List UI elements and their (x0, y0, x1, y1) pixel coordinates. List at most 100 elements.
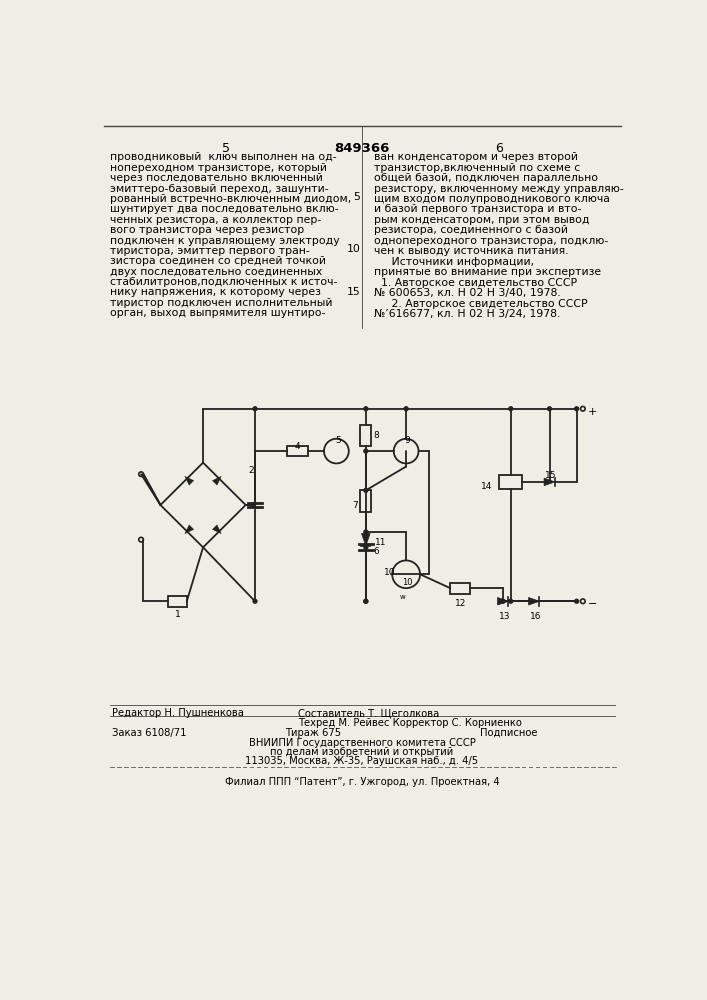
Circle shape (392, 560, 420, 588)
Polygon shape (212, 525, 221, 534)
Circle shape (509, 407, 513, 411)
Text: 1. Авторское свидетельство СССР: 1. Авторское свидетельство СССР (373, 278, 577, 288)
Text: 15: 15 (545, 471, 557, 480)
Text: 13: 13 (499, 612, 510, 621)
Text: w: w (400, 594, 406, 600)
Text: нику напряжения, к которому через: нику напряжения, к которому через (110, 287, 321, 297)
Text: эмиттеро-базовый переход, зашунти-: эмиттеро-базовый переход, зашунти- (110, 184, 329, 194)
Text: чен к выводу источника питания.: чен к выводу источника питания. (373, 246, 568, 256)
Text: Составитель Т. Щеголкова: Составитель Т. Щеголкова (298, 708, 439, 718)
Circle shape (364, 407, 368, 411)
Text: 5: 5 (335, 436, 341, 445)
Text: 12: 12 (455, 599, 466, 608)
Circle shape (501, 599, 505, 603)
Bar (287, 446, 308, 456)
Text: рым конденсатором, при этом вывод: рым конденсатором, при этом вывод (373, 215, 589, 225)
Text: Источники информации,: Источники информации, (373, 257, 534, 267)
Text: +: + (588, 407, 597, 417)
Text: 1: 1 (175, 610, 180, 619)
Circle shape (364, 599, 368, 603)
Text: Техред М. Рейвес Корректор С. Корниенко: Техред М. Рейвес Корректор С. Корниенко (298, 718, 522, 728)
Text: ван конденсатором и через второй: ван конденсатором и через второй (373, 152, 578, 162)
Polygon shape (544, 478, 555, 486)
Text: −: − (588, 599, 597, 609)
Text: 849366: 849366 (334, 142, 390, 155)
Text: принятые во внимание при экспертизе: принятые во внимание при экспертизе (373, 267, 601, 277)
Text: 2: 2 (249, 466, 255, 475)
Text: 4: 4 (295, 442, 300, 451)
Text: 5: 5 (221, 142, 230, 155)
Text: двух последовательно соединенных: двух последовательно соединенных (110, 267, 322, 277)
Polygon shape (185, 525, 194, 534)
Text: щим входом полупроводникового ключа: щим входом полупроводникового ключа (373, 194, 609, 204)
Text: тиристора, эмиттер первого тран-: тиристора, эмиттер первого тран- (110, 246, 310, 256)
Text: 6: 6 (373, 547, 380, 556)
Text: Подписное: Подписное (480, 728, 538, 738)
Text: 7: 7 (352, 501, 358, 510)
Text: подключен к управляющему электроду: подключен к управляющему электроду (110, 235, 339, 245)
Polygon shape (212, 476, 221, 485)
Circle shape (364, 449, 368, 453)
Circle shape (364, 545, 368, 549)
Bar (499, 475, 522, 489)
Text: рованный встречно-включенным диодом,: рованный встречно-включенным диодом, (110, 194, 351, 204)
Circle shape (253, 407, 257, 411)
Text: 10: 10 (385, 568, 396, 577)
Text: 15: 15 (346, 287, 361, 297)
Text: Тираж 675: Тираж 675 (285, 728, 341, 738)
Text: 10: 10 (346, 244, 361, 254)
Text: 113035, Москва, Ж-35, Раушская наб., д. 4/5: 113035, Москва, Ж-35, Раушская наб., д. … (245, 756, 479, 766)
Text: нопереходном транзисторе, который: нопереходном транзисторе, который (110, 163, 327, 173)
Text: однопереходного транзистора, подклю-: однопереходного транзистора, подклю- (373, 235, 608, 245)
Bar (361, 490, 371, 512)
Text: Филиал ППП “Патент”, г. Ужгород, ул. Проектная, 4: Филиал ППП “Патент”, г. Ужгород, ул. Про… (225, 777, 499, 787)
Circle shape (394, 439, 419, 463)
Text: орган, выход выпрямителя шунтиро-: орган, выход выпрямителя шунтиро- (110, 308, 325, 318)
Circle shape (252, 503, 255, 507)
Bar (450, 583, 470, 594)
Text: 8: 8 (373, 431, 380, 440)
Circle shape (547, 407, 551, 411)
Circle shape (575, 599, 578, 603)
Text: 10: 10 (402, 578, 413, 587)
Text: 16: 16 (530, 612, 542, 621)
Text: 5: 5 (354, 192, 361, 202)
Text: вого транзистора через резистор: вого транзистора через резистор (110, 225, 304, 235)
Text: по делам изобретений и открытий: по делам изобретений и открытий (270, 747, 454, 757)
Polygon shape (185, 476, 194, 485)
Text: тиристор подключен исполнительный: тиристор подключен исполнительный (110, 298, 332, 308)
Circle shape (364, 488, 368, 492)
Circle shape (364, 599, 368, 603)
Text: 9: 9 (405, 436, 411, 445)
Text: шунтирует два последовательно вклю-: шунтирует два последовательно вклю- (110, 204, 339, 214)
Text: ченных резистора, а коллектор пер-: ченных резистора, а коллектор пер- (110, 215, 321, 225)
Circle shape (324, 439, 349, 463)
Text: 6: 6 (495, 142, 503, 155)
Polygon shape (529, 597, 539, 605)
Text: проводниковый  ключ выполнен на од-: проводниковый ключ выполнен на од- (110, 152, 337, 162)
Text: резистору, включенному между управляю-: резистору, включенному между управляю- (373, 184, 624, 194)
Text: № 600653, кл. Н 02 Н 3/40, 1978.: № 600653, кл. Н 02 Н 3/40, 1978. (373, 288, 561, 298)
Circle shape (404, 407, 408, 411)
Text: 14: 14 (481, 482, 492, 491)
Polygon shape (498, 597, 508, 605)
Text: зистора соединен со средней точкой: зистора соединен со средней точкой (110, 256, 326, 266)
Bar (168, 596, 187, 607)
Circle shape (253, 599, 257, 603)
Circle shape (364, 530, 368, 534)
Circle shape (509, 599, 513, 603)
Circle shape (575, 407, 578, 411)
Text: через последовательно включенный: через последовательно включенный (110, 173, 323, 183)
Text: Редактор Н. Пушненкова: Редактор Н. Пушненкова (112, 708, 243, 718)
Polygon shape (361, 533, 370, 546)
Text: стабилитронов,подключенных к источ-: стабилитронов,подключенных к источ- (110, 277, 337, 287)
Text: №’616677, кл. Н 02 Н 3/24, 1978.: №’616677, кл. Н 02 Н 3/24, 1978. (373, 309, 560, 319)
Text: общей базой, подключен параллельно: общей базой, подключен параллельно (373, 173, 597, 183)
Text: ВНИИПИ Государственного комитета СССР: ВНИИПИ Государственного комитета СССР (249, 738, 475, 748)
Text: транзистор,включенный по схеме с: транзистор,включенный по схеме с (373, 163, 580, 173)
Text: 2. Авторское свидетельство СССР: 2. Авторское свидетельство СССР (373, 299, 588, 309)
Bar (361, 425, 371, 446)
Text: Заказ 6108/71: Заказ 6108/71 (112, 728, 186, 738)
Text: и базой первого транзистора и вто-: и базой первого транзистора и вто- (373, 204, 581, 214)
Text: 11: 11 (375, 538, 387, 547)
